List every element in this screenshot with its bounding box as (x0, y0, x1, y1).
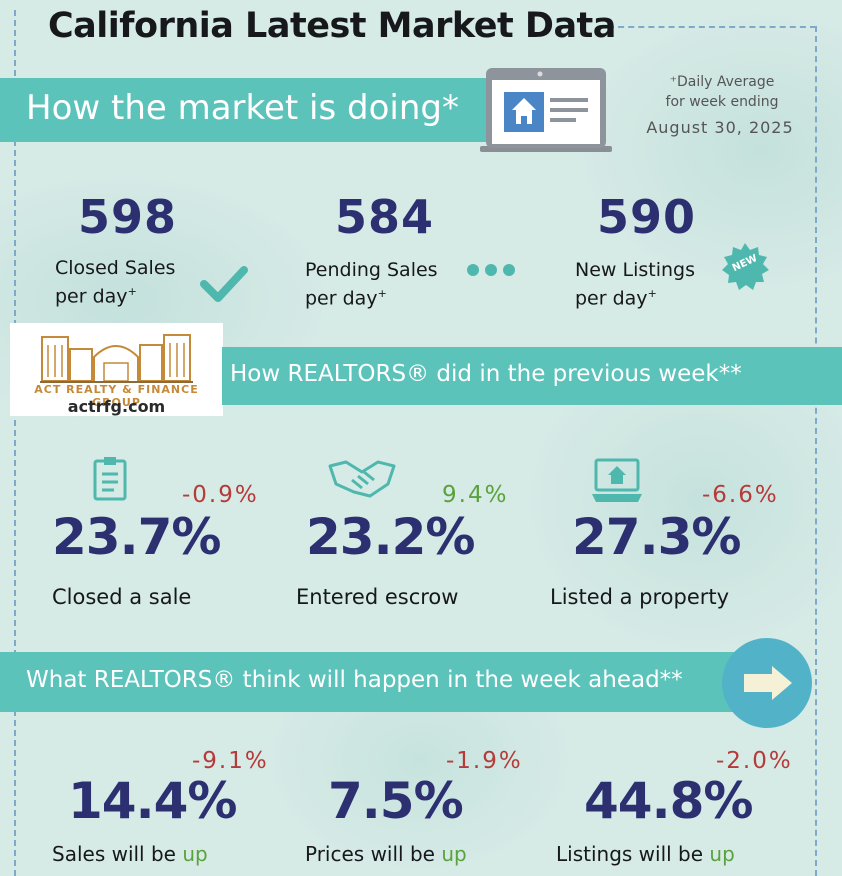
closed-sale-value: 23.7% (52, 508, 221, 566)
logo-company-name: ACT REALTY & FINANCE GROUP (34, 383, 199, 409)
listings-up-value: 44.8% (584, 772, 753, 830)
buildings-logo-icon (40, 334, 193, 383)
dashed-border-left (14, 10, 16, 876)
arrow-right-icon (744, 666, 792, 700)
week-ending-date: August 30, 2025 (646, 118, 794, 137)
listings-up-change: -2.0% (716, 748, 793, 774)
prices-up-label: Prices will be up (305, 842, 467, 866)
laptop-house-icon (590, 456, 644, 508)
market-banner: How the market is doing* (0, 78, 492, 142)
note-line-2: for week ending (665, 94, 779, 110)
check-icon (198, 262, 250, 310)
entered-escrow-change: 9.4% (442, 482, 509, 508)
logo-url[interactable]: actrfg.com (67, 397, 166, 416)
prices-up-value: 7.5% (328, 772, 464, 830)
page-title: California Latest Market Data (48, 6, 616, 46)
handshake-icon (328, 458, 396, 504)
entered-escrow-label: Entered escrow (296, 585, 459, 609)
sales-up-value: 14.4% (68, 772, 237, 830)
company-logo: ACT REALTY & FINANCE GROUP actrfg.com (10, 323, 223, 416)
browser-window-icon (478, 66, 614, 154)
clipboard-icon (92, 456, 128, 506)
listed-property-change: -6.6% (702, 482, 779, 508)
note-line-1: ⁺Daily Average (669, 74, 775, 90)
new-badge-icon: NEW (720, 242, 770, 292)
listings-up-label: Listings will be up (556, 842, 735, 866)
prices-up-change: -1.9% (446, 748, 523, 774)
new-listings-label: New Listings per day+ (575, 259, 695, 310)
closed-sales-value: 598 (78, 190, 178, 244)
listed-property-label: Listed a property (550, 585, 730, 609)
closed-sales-label: Closed Sales per day+ (55, 257, 176, 308)
dashed-border-right (815, 26, 817, 876)
week-ahead-banner: What REALTORS® think will happen in the … (0, 652, 760, 712)
sales-up-label: Sales will be up (52, 842, 208, 866)
closed-sale-change: -0.9% (182, 482, 259, 508)
arrow-right-button[interactable] (722, 638, 812, 728)
sales-up-change: -9.1% (192, 748, 269, 774)
dashed-border-top (608, 26, 816, 28)
entered-escrow-value: 23.2% (306, 508, 475, 566)
pending-sales-label: Pending Sales per day+ (305, 259, 438, 310)
daily-average-note: ⁺Daily Average for week ending (642, 72, 802, 112)
pending-sales-value: 584 (335, 190, 435, 244)
dots-icon (466, 262, 518, 281)
new-listings-value: 590 (597, 190, 697, 244)
realtors-previous-week-banner: How REALTORS® did in the previous week** (222, 347, 842, 405)
listed-property-value: 27.3% (572, 508, 741, 566)
closed-sale-label: Closed a sale (52, 585, 192, 609)
